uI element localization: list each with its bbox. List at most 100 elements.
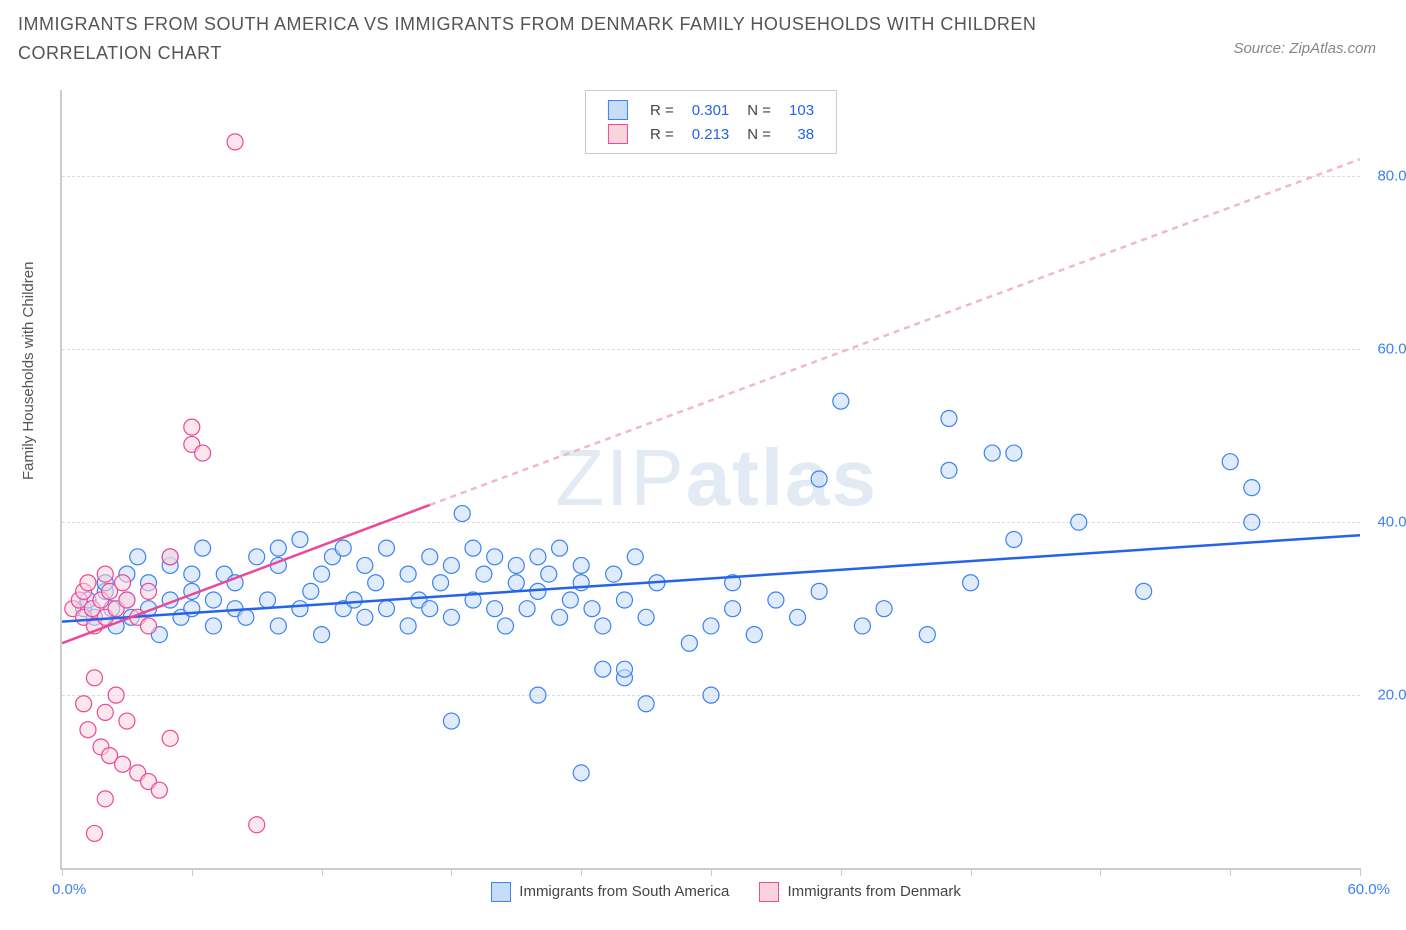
source-attribution: Source: ZipAtlas.com [1233,40,1376,57]
data-point [303,583,319,599]
data-point [119,592,135,608]
data-point [314,566,330,582]
legend-swatch [608,124,628,144]
data-point [1006,532,1022,548]
data-point [151,782,167,798]
data-point [314,627,330,643]
data-point [379,601,395,617]
data-point [638,696,654,712]
data-point [595,618,611,634]
data-point [552,540,568,556]
data-point [162,549,178,565]
data-point [162,730,178,746]
legend-series-label: Immigrants from South America [515,883,729,900]
data-point [335,540,351,556]
data-point [346,592,362,608]
data-point [725,601,741,617]
y-tick-label: 20.0% [1365,687,1406,704]
data-point [86,670,102,686]
data-point [115,575,131,591]
data-point [357,557,373,573]
data-point [184,566,200,582]
data-point [130,549,146,565]
data-point [184,419,200,435]
correlation-legend: R =0.301N =103R =0.213N =38 [585,90,837,154]
data-point [1006,445,1022,461]
data-point [606,566,622,582]
data-point [1222,454,1238,470]
data-point [530,549,546,565]
data-point [433,575,449,591]
data-point [497,618,513,634]
data-point [97,704,113,720]
chart-title: IMMIGRANTS FROM SOUTH AMERICA VS IMMIGRA… [18,10,1118,68]
data-point [616,592,632,608]
data-point [97,566,113,582]
data-point [80,575,96,591]
data-point [422,601,438,617]
data-point [292,601,308,617]
data-point [80,722,96,738]
data-point [573,557,589,573]
data-point [205,618,221,634]
data-point [443,713,459,729]
data-point [1244,514,1260,530]
data-point [638,609,654,625]
legend-r-value: 0.301 [684,99,738,121]
data-point [746,627,762,643]
data-point [476,566,492,582]
data-point [205,592,221,608]
legend-swatch [759,882,779,902]
data-point [627,549,643,565]
data-point [508,557,524,573]
y-tick-label: 80.0% [1365,168,1406,185]
data-point [811,471,827,487]
data-point [703,687,719,703]
data-point [76,696,92,712]
data-point [941,410,957,426]
data-point [141,618,157,634]
legend-n-label: N = [739,123,779,145]
legend-swatch [491,882,511,902]
data-point [768,592,784,608]
data-point [703,618,719,634]
data-point [141,583,157,599]
data-point [552,609,568,625]
data-point [595,661,611,677]
data-point [811,583,827,599]
trend-line [430,159,1360,505]
legend-n-value: 103 [781,99,822,121]
data-point [292,532,308,548]
data-point [249,549,265,565]
data-point [195,445,211,461]
data-point [519,601,535,617]
legend-r-label: R = [642,123,682,145]
data-point [108,687,124,703]
data-point [963,575,979,591]
data-point [422,549,438,565]
data-point [1244,480,1260,496]
legend-n-value: 38 [781,123,822,145]
y-tick-label: 40.0% [1365,514,1406,531]
data-point [541,566,557,582]
data-point [984,445,1000,461]
y-tick-label: 60.0% [1365,341,1406,358]
data-point [443,609,459,625]
data-point [1071,514,1087,530]
data-point [790,609,806,625]
data-point [227,134,243,150]
data-point [270,540,286,556]
legend-n-label: N = [739,99,779,121]
data-point [487,601,503,617]
data-point [400,566,416,582]
data-point [584,601,600,617]
data-point [379,540,395,556]
data-point [86,825,102,841]
legend-r-label: R = [642,99,682,121]
data-point [443,557,459,573]
data-point [616,661,632,677]
data-point [260,592,276,608]
data-point [681,635,697,651]
data-point [454,506,470,522]
data-point [508,575,524,591]
